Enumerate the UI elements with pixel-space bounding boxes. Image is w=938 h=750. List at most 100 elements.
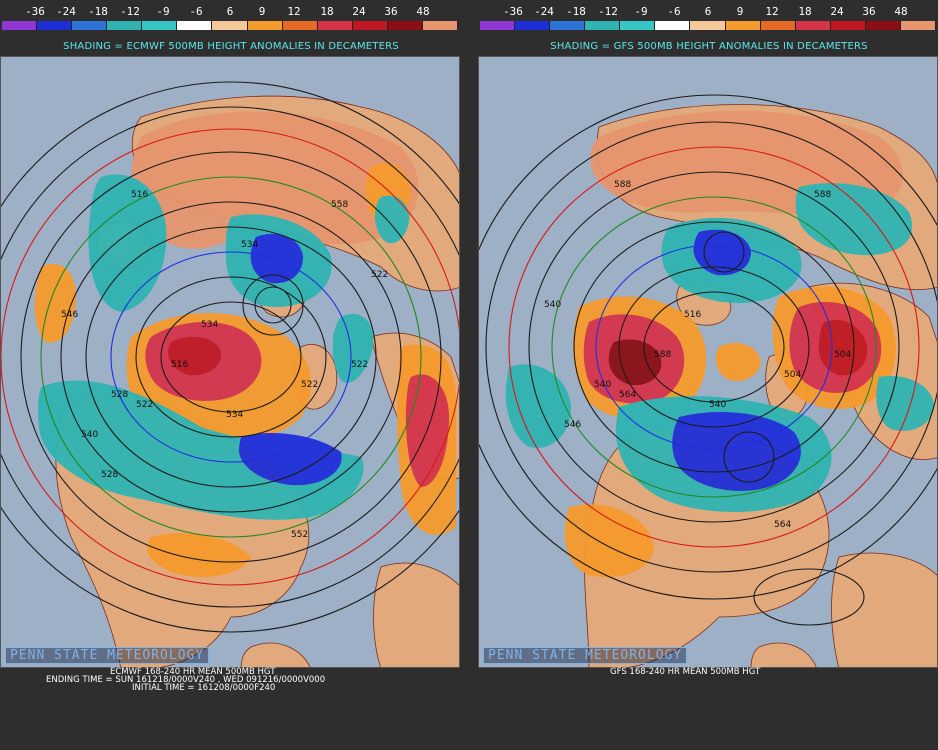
positive-anomaly [147, 533, 251, 577]
gfs-panel: -36 -24 -18 -12 -9 -6 6 9 12 18 24 36 48… [478, 0, 938, 680]
positive-anomaly [564, 504, 654, 578]
contour-label: 540 [594, 380, 611, 390]
ecmwf-map-svg: 516 522 528 534 522 522 540 534 546 552 558 516 522 5… [1, 81, 459, 667]
height-contours [1, 81, 459, 633]
contour-label: 552 [291, 530, 308, 540]
anomaly-shading [505, 110, 934, 578]
contour-line [1, 128, 459, 586]
colorbar-label: 9 [736, 5, 744, 18]
contour-label: 558 [331, 200, 348, 210]
ecmwf-caption-line-1: ECMWF 168-240 HR MEAN 500MB HGT [110, 667, 276, 677]
contour-label: 540 [81, 430, 98, 440]
contour-line [573, 221, 855, 473]
colorbar-swatch [725, 21, 761, 30]
ecmwf-caption-line-3: INITIAL TIME = 161208/0000F240 [132, 683, 276, 693]
contour-label: 588 [814, 190, 831, 200]
negative-anomaly [88, 174, 167, 312]
colorbar-label: -12 [598, 5, 618, 18]
negative-anomaly [332, 313, 374, 383]
gfs-map-svg: 588 564 540 516 504 504 546 540 540 564 588 588 [479, 94, 937, 667]
contour-line [40, 176, 422, 538]
colorbar-label: -24 [56, 5, 76, 18]
negative-anomaly [505, 364, 571, 448]
contour-label: 528 [111, 390, 128, 400]
colorbar-swatch [550, 21, 586, 30]
colorbar-swatch [690, 21, 726, 30]
negative-anomaly [374, 195, 410, 244]
contour-label: 522 [351, 360, 368, 370]
colorbar-label: -9 [156, 5, 170, 18]
negative-anomaly [876, 376, 934, 431]
contour-line [1, 106, 459, 608]
negative-anomaly [250, 233, 303, 284]
contour-line [254, 286, 292, 324]
shading-title: SHADING = ECMWF 500MB HEIGHT ANOMALIES I… [63, 41, 399, 52]
colorbar-label: 6 [704, 5, 712, 18]
colorbar-swatch [655, 21, 691, 30]
colorbar-swatch [317, 21, 353, 30]
contour-label: 588 [654, 350, 671, 360]
contour-line [1, 81, 459, 633]
africa-land [831, 552, 937, 667]
colorbar-label: 18 [320, 5, 334, 18]
anomaly-colorbar [2, 21, 459, 30]
colorbar-swatch [830, 21, 866, 30]
contour-label: 534 [201, 320, 218, 330]
height-contours [479, 94, 937, 626]
colorbar-swatch [72, 21, 108, 30]
contour-label: 540 [709, 400, 726, 410]
colorbar-label: 48 [416, 5, 430, 18]
colorbar-swatch [37, 21, 73, 30]
contour-line [753, 568, 865, 626]
positive-anomaly [608, 339, 662, 386]
contour-label: 528 [101, 470, 118, 480]
contour-label: 546 [61, 310, 78, 320]
colorbar-label: 6 [226, 5, 234, 18]
colorbar-swatch [620, 21, 656, 30]
contour-line [551, 196, 877, 498]
contour-line [85, 226, 377, 488]
africa-land [373, 562, 459, 667]
contour-line [60, 201, 402, 513]
contour-line [528, 171, 900, 523]
colorbar-label: -18 [566, 5, 586, 18]
colorbar-label: -9 [634, 5, 648, 18]
contour-label: 522 [371, 270, 388, 280]
colorbar-swatch [142, 21, 178, 30]
negative-anomaly [37, 380, 364, 520]
colorbar-swatch [900, 21, 937, 30]
colorbar-label: 36 [862, 5, 876, 18]
colorbar-label: 9 [258, 5, 266, 18]
contour-label: 564 [774, 520, 791, 530]
gfs-map: 588 564 540 516 504 504 546 540 540 564 588 588 PEN… [478, 56, 938, 668]
colorbar-label: -18 [88, 5, 108, 18]
colorbar-swatch [107, 21, 143, 30]
colorbar-label: 12 [765, 5, 779, 18]
contour-label: 540 [544, 300, 561, 310]
contour-line [160, 301, 302, 413]
colorbar-label: 12 [287, 5, 301, 18]
contour-line [110, 251, 352, 463]
contour-line [20, 151, 442, 563]
contour-label: 504 [784, 370, 801, 380]
contour-line [595, 244, 833, 450]
colorbar-label: -36 [25, 5, 45, 18]
colorbar-label: -6 [189, 5, 203, 18]
south-america-land [240, 642, 311, 667]
positive-anomaly [715, 342, 761, 382]
colorbar-label: 24 [830, 5, 844, 18]
colorbar-label: 18 [798, 5, 812, 18]
colorbar-label: -6 [667, 5, 681, 18]
colorbar-swatch [422, 21, 459, 30]
penn-state-watermark: PENN STATE METEOROLOGY [483, 647, 688, 664]
contour-label: 522 [301, 380, 318, 390]
colorbar-labels: -36 -24 -18 -12 -9 -6 6 9 12 18 24 36 48 [0, 5, 460, 19]
colorbar-swatch [282, 21, 318, 30]
contour-label: 534 [226, 410, 243, 420]
contour-label: 588 [614, 180, 631, 190]
contour-label: 534 [241, 240, 258, 250]
contour-line [479, 94, 937, 600]
colorbar-swatch [795, 21, 831, 30]
colorbar-labels: -36 -24 -18 -12 -9 -6 6 9 12 18 24 36 48 [478, 5, 938, 19]
contour-line [135, 276, 327, 438]
